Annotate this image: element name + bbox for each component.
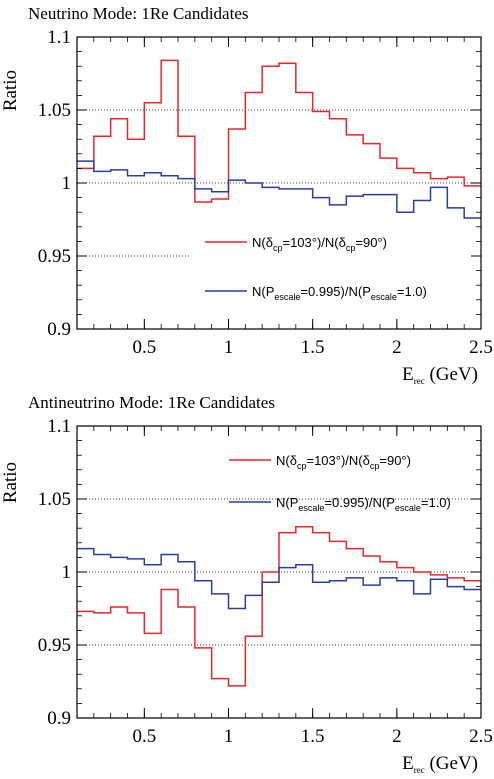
y-tick-label: 1 — [62, 173, 72, 194]
axis-ticks: 0.5 1 1.5 2 2.5 0.9 0.95 1 1.05 1.1 — [38, 416, 493, 747]
grid-lines — [77, 109, 481, 257]
x-tick-label: 2 — [392, 337, 402, 358]
x-axis-label-main: E — [402, 753, 414, 774]
x-tick-label: 2.5 — [469, 726, 493, 747]
x-axis-label: Erec (GeV) — [402, 364, 478, 386]
x-axis-label-unit: (GeV) — [425, 364, 478, 385]
legend-label-red: N(δcp=103°)/N(δcp=90°) — [252, 235, 387, 253]
series-group — [77, 59, 481, 219]
x-tick-label: 1.5 — [301, 726, 325, 747]
panel-neutrino: Neutrino Mode: 1Re Candidates Ratio 0.5 1… — [0, 4, 493, 386]
y-tick-label: 0.9 — [47, 319, 71, 340]
y-tick-label: 1.05 — [38, 100, 71, 121]
panel-title: Antineutrino Mode: 1Re Candidates — [28, 393, 275, 412]
y-tick-label: 1 — [62, 562, 72, 583]
series-blue-line — [77, 547, 481, 610]
y-tick-label: 0.9 — [47, 708, 71, 729]
x-axis-label-unit: (GeV) — [425, 753, 478, 774]
series-blue-line — [77, 160, 481, 219]
y-tick-label: 1.1 — [47, 416, 71, 437]
x-tick-label: 1 — [224, 726, 234, 747]
axis-ticks: 0.5 1 1.5 2 2.5 0.9 0.95 1 1.05 1.1 — [38, 27, 493, 358]
y-tick-label: 1.1 — [47, 27, 71, 48]
x-tick-label: 0.5 — [132, 337, 156, 358]
legend-label-red: N(δcp=103°)/N(δcp=90°) — [276, 453, 411, 471]
series-red-line — [77, 59, 481, 203]
x-axis-label: Erec (GeV) — [402, 753, 478, 775]
legend: N(δcp=103°)/N(δcp=90°) N(Pescale=0.995)/… — [229, 453, 451, 513]
legend-label-blue: N(Pescale=0.995)/N(Pescale=1.0) — [276, 495, 451, 513]
y-tick-label: 0.95 — [38, 246, 71, 267]
x-tick-label: 1 — [224, 337, 234, 358]
x-tick-label: 0.5 — [132, 726, 156, 747]
legend: N(δcp=103°)/N(δcp=90°) N(Pescale=0.995)/… — [205, 235, 427, 302]
y-tick-label: 0.95 — [38, 635, 71, 656]
y-axis-label: Ratio — [0, 462, 21, 503]
x-axis-label-main: E — [402, 364, 414, 385]
x-tick-label: 2 — [392, 726, 402, 747]
panel-title: Neutrino Mode: 1Re Candidates — [28, 4, 249, 23]
legend-label-blue: N(Pescale=0.995)/N(Pescale=1.0) — [252, 284, 427, 302]
y-tick-label: 1.05 — [38, 489, 71, 510]
x-axis-label-sub: rec — [414, 765, 425, 775]
panel-antineutrino: Antineutrino Mode: 1Re Candidates Ratio … — [0, 393, 493, 775]
series-group — [77, 525, 481, 687]
x-tick-label: 2.5 — [469, 337, 493, 358]
series-red-line — [77, 525, 481, 687]
x-tick-label: 1.5 — [301, 337, 325, 358]
y-axis-label: Ratio — [0, 70, 21, 111]
x-axis-label-sub: rec — [414, 376, 425, 386]
